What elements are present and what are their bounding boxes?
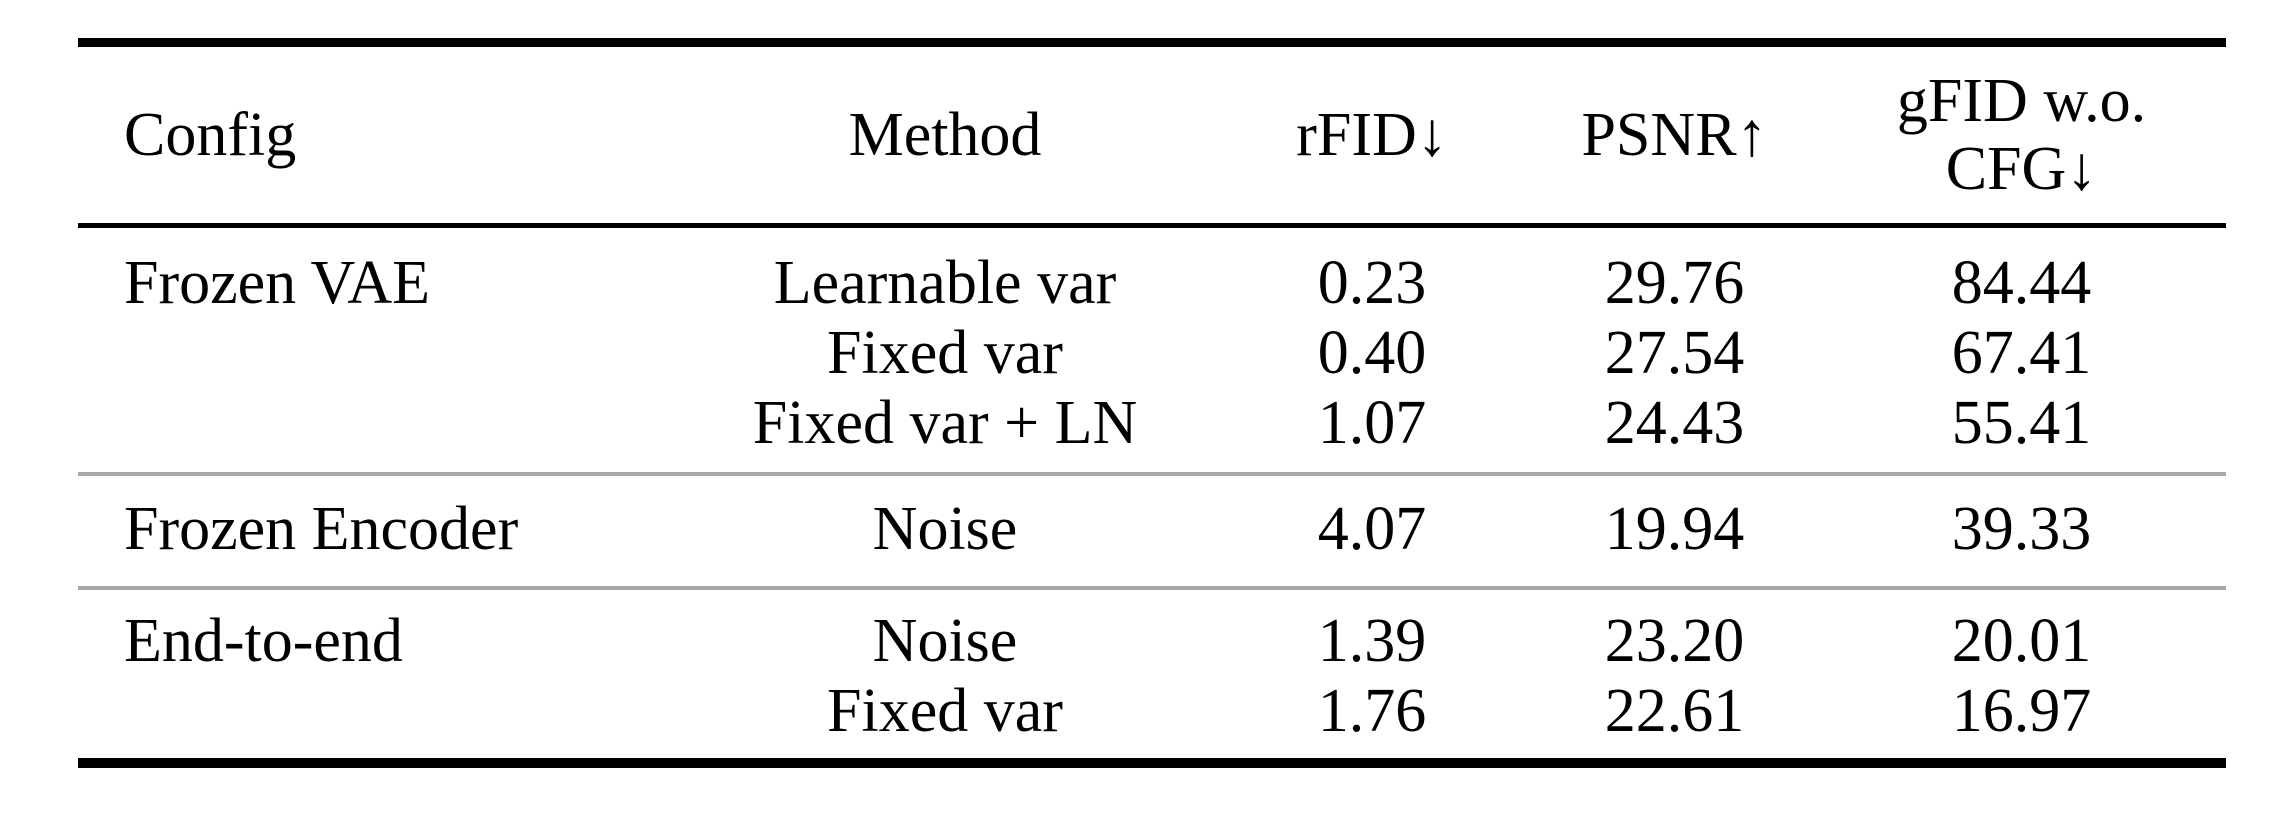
table-row: Frozen Encoder Noise 4.07 19.94 39.33: [78, 474, 2226, 588]
table-row: Fixed var + LN 1.07 24.43 55.41: [78, 388, 2226, 474]
cell-gfid: 55.41: [1951, 389, 2092, 457]
column-header-psnr: PSNR↑: [1532, 42, 1817, 228]
cell-gfid: 67.41: [1951, 319, 2092, 387]
cell-gfid: 20.01: [1951, 607, 2092, 675]
cell-config: [78, 676, 678, 763]
table-group-frozen-vae: Frozen VAE Learnable var 0.23 29.76 84.4…: [78, 226, 2226, 475]
cell-psnr: 29.76: [1604, 249, 1745, 317]
cell-psnr: 22.61: [1604, 677, 1745, 745]
cell-rfid: 4.07: [1317, 495, 1427, 563]
cell-rfid: 1.07: [1317, 389, 1427, 457]
cell-method: Fixed var: [827, 677, 1063, 745]
header-row: Config Method rFID↓ PSNR↑ gFID w.o. CFG↓: [78, 42, 2226, 228]
column-header-config: Config: [78, 42, 678, 228]
cell-psnr: 27.54: [1604, 319, 1745, 387]
table-row: Fixed var 1.76 22.61 16.97: [78, 676, 2226, 763]
cell-psnr: 23.20: [1604, 607, 1745, 675]
cell-config: [78, 388, 678, 474]
cell-rfid: 0.40: [1317, 319, 1427, 387]
cell-method: Fixed var + LN: [752, 389, 1138, 457]
cell-config: [78, 318, 678, 388]
cell-config: Frozen Encoder: [124, 495, 519, 563]
column-header-gfid: gFID w.o. CFG↓: [1817, 42, 2226, 228]
cell-method: Learnable var: [773, 249, 1117, 317]
cell-psnr: 19.94: [1604, 495, 1745, 563]
cell-config: End-to-end: [124, 607, 403, 675]
results-table: Config Method rFID↓ PSNR↑ gFID w.o. CFG↓…: [78, 38, 2226, 768]
cell-rfid: 1.76: [1317, 677, 1427, 745]
table-row: Frozen VAE Learnable var 0.23 29.76 84.4…: [78, 226, 2226, 319]
cell-rfid: 1.39: [1317, 607, 1427, 675]
column-header-method: Method: [678, 42, 1212, 228]
cell-gfid: 39.33: [1951, 495, 2092, 563]
cell-method: Noise: [872, 607, 1018, 675]
cell-method: Fixed var: [827, 319, 1063, 387]
table-header: Config Method rFID↓ PSNR↑ gFID w.o. CFG↓: [78, 42, 2226, 228]
table-group-end-to-end: End-to-end Noise 1.39 23.20 20.01 Fixed …: [78, 588, 2226, 763]
table-row: End-to-end Noise 1.39 23.20 20.01: [78, 588, 2226, 676]
cell-config: Frozen VAE: [124, 249, 430, 317]
cell-gfid: 16.97: [1951, 677, 2092, 745]
table-group-frozen-encoder: Frozen Encoder Noise 4.07 19.94 39.33: [78, 474, 2226, 588]
cell-rfid: 0.23: [1317, 249, 1427, 317]
cell-gfid: 84.44: [1951, 249, 2092, 317]
cell-method: Noise: [872, 495, 1018, 563]
column-header-rfid: rFID↓: [1212, 42, 1532, 228]
table-row: Fixed var 0.40 27.54 67.41: [78, 318, 2226, 388]
cell-psnr: 24.43: [1604, 389, 1745, 457]
